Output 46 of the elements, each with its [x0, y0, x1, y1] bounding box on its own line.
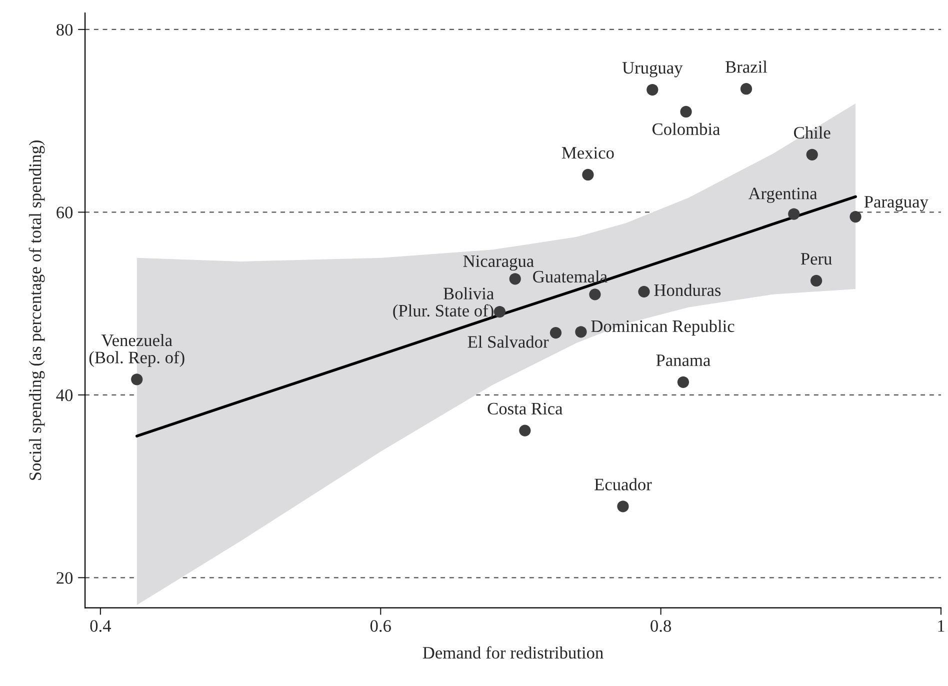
- annotation: Colombia: [652, 122, 720, 136]
- annotation: Brazil: [726, 60, 768, 73]
- y-tick-label: 20: [56, 572, 73, 584]
- annotation: Costa Rica: [488, 402, 563, 415]
- annotation: Venezuela (Bol. Rep. of): [89, 334, 184, 367]
- point: [850, 210, 862, 223]
- point: [509, 273, 521, 285]
- point: [646, 84, 658, 96]
- annotation: Mexico: [562, 147, 614, 159]
- annotation: Ecuador: [594, 478, 652, 490]
- annotation: Honduras: [654, 284, 721, 296]
- point: [131, 374, 143, 386]
- annotation: Chile: [794, 126, 830, 139]
- annotation: Panama: [656, 354, 710, 366]
- x-tick-label: 0.8: [650, 620, 671, 632]
- y-tick-label: 40: [56, 389, 73, 402]
- x-axis-title: Demand for redistribution: [422, 646, 604, 659]
- point: [519, 424, 531, 436]
- point: [788, 208, 800, 220]
- annotation: Uruguay: [622, 62, 683, 78]
- annotation: Bolivia (Plur. State of): [393, 287, 494, 320]
- annotation: Guatemala: [533, 270, 608, 283]
- point: [810, 274, 822, 287]
- x-tick-label: 0.6: [370, 620, 391, 632]
- point: [806, 148, 818, 160]
- point: [677, 376, 690, 388]
- x-tick-label: 1: [938, 620, 944, 632]
- point: [617, 500, 629, 512]
- point: [494, 306, 506, 318]
- annotation: Dominican Republic: [591, 320, 734, 336]
- point: [589, 288, 601, 300]
- annotation: Nicaragua: [463, 255, 534, 271]
- y-axis-title: Social spending (as percentage of total spending): [28, 140, 45, 480]
- y-tick-label: 80: [56, 24, 73, 36]
- annotation: El Salvador: [468, 336, 549, 348]
- point: [550, 326, 562, 339]
- annotation: Peru: [800, 253, 832, 265]
- point: [575, 326, 587, 338]
- annotation: Argentina: [748, 188, 818, 203]
- point: [638, 286, 650, 298]
- annotation: Paraguay: [864, 196, 928, 212]
- point: [680, 106, 692, 118]
- x-tick-label: 0.4: [90, 620, 112, 632]
- point: [582, 168, 594, 181]
- point: [740, 83, 752, 95]
- y-tick-label: 60: [56, 206, 73, 218]
